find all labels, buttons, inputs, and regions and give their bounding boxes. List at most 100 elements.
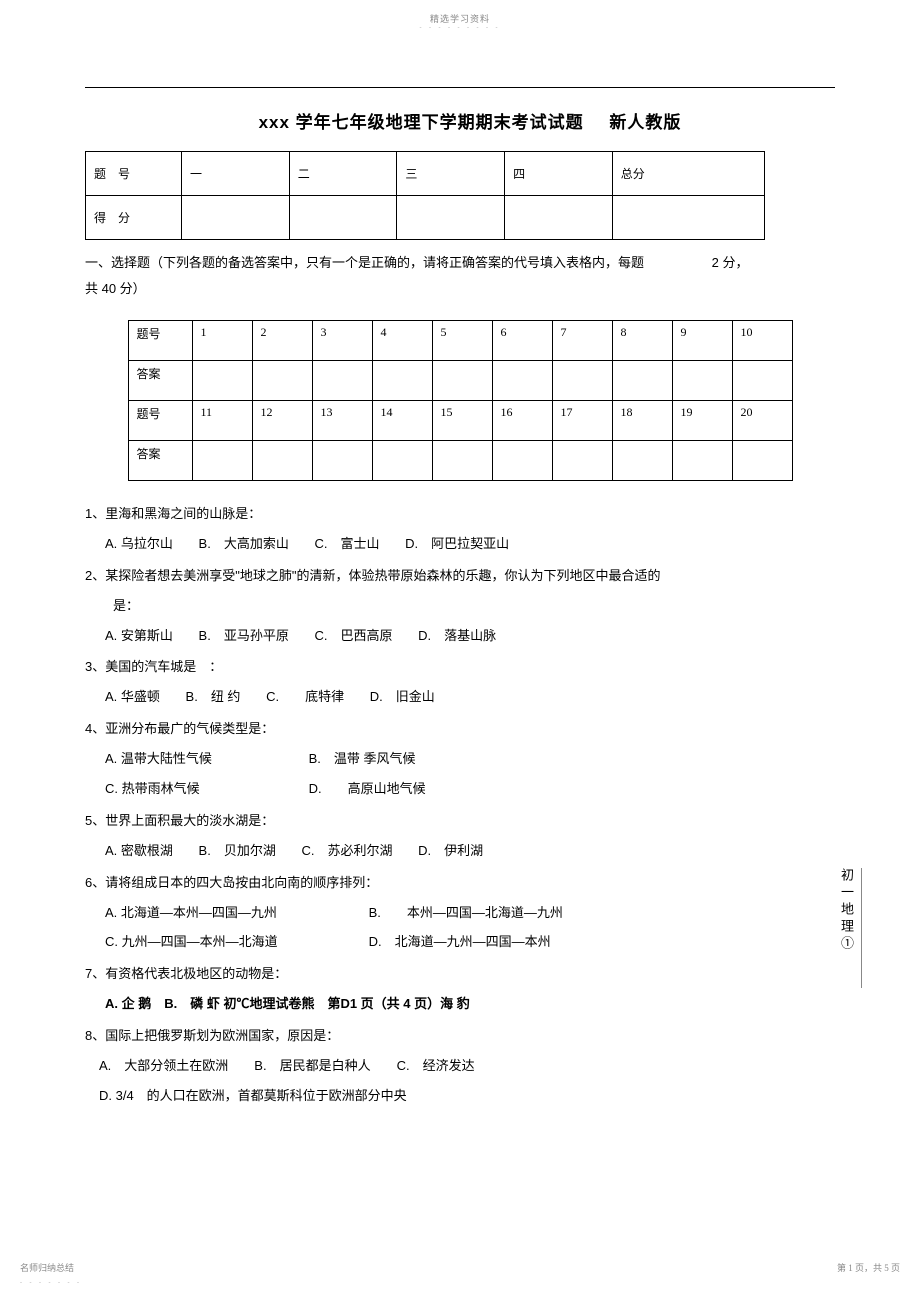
opt-c: C. 热带雨林气候 bbox=[105, 774, 305, 804]
opt-c: C. 巴西高原 bbox=[314, 621, 392, 651]
ans-cell bbox=[192, 361, 252, 401]
q8-line1: A. 大部分领土在欧洲 B. 居民都是白种人 C. 经济发达 bbox=[85, 1051, 835, 1081]
opt-b: B. 亚马孙平原 bbox=[199, 621, 289, 651]
ans-cell bbox=[612, 441, 672, 481]
opt-b: B. 纽 约 bbox=[186, 682, 241, 712]
question-5: 5、世界上面积最大的淡水湖是： A. 密歇根湖 B. 贝加尔湖 C. 苏必利尔湖… bbox=[85, 806, 835, 866]
footer-right: 第 1 页，共 5 页 bbox=[837, 1261, 900, 1274]
opt-d: D. 高原山地气候 bbox=[309, 774, 509, 804]
ans-num: 15 bbox=[432, 401, 492, 441]
opt-a: A. 北海道—本州—四国—九州 bbox=[105, 898, 365, 928]
q-text: 有资格代表北极地区的动物是： bbox=[105, 966, 287, 981]
page-content: xxx 学年七年级地理下学期期末考试试题 新人教版 题号 一 二 三 四 总分 … bbox=[0, 31, 920, 1111]
ans-label-a: 答案 bbox=[128, 361, 192, 401]
intro-text-b: 2 分， bbox=[712, 255, 749, 270]
ans-num: 20 bbox=[732, 401, 792, 441]
table-row: 答案 bbox=[128, 441, 792, 481]
score-col: 三 bbox=[397, 152, 505, 196]
opt-c: C. 苏必利尔湖 bbox=[301, 836, 392, 866]
ans-label-a: 答案 bbox=[128, 441, 192, 481]
q-num: 3、 bbox=[85, 659, 105, 674]
q-num: 7、 bbox=[85, 966, 105, 981]
ans-num: 4 bbox=[372, 321, 432, 361]
question-6: 6、请将组成日本的四大岛按由北向南的顺序排列： A. 北海道—本州—四国—九州 … bbox=[85, 868, 835, 958]
score-col: 一 bbox=[182, 152, 290, 196]
q-num: 2、 bbox=[85, 568, 105, 583]
opt-d: D. 旧金山 bbox=[370, 682, 435, 712]
ans-num: 8 bbox=[612, 321, 672, 361]
ans-cell bbox=[252, 361, 312, 401]
q-text: 国际上把俄罗斯划为欧洲国家，原因是： bbox=[105, 1028, 339, 1043]
opt-b: B. 温带 季风气候 bbox=[309, 744, 509, 774]
table-row: 答案 bbox=[128, 361, 792, 401]
question-3: 3、美国的汽车城是 ： A. 华盛顿 B. 纽 约 C. 底特律 D. 旧金山 bbox=[85, 652, 835, 712]
ans-num: 3 bbox=[312, 321, 372, 361]
ans-num: 5 bbox=[432, 321, 492, 361]
table-row: 题号 1 2 3 4 5 6 7 8 9 10 bbox=[128, 321, 792, 361]
opt-c: C. 九州—四国—本州—北海道 bbox=[105, 927, 365, 957]
side-note: 初一地理① bbox=[833, 868, 862, 988]
score-cell bbox=[612, 196, 764, 240]
opt-b: B. 本州—四国—北海道—九州 bbox=[369, 898, 629, 928]
question-2: 2、某探险者想去美洲享受"地球之肺"的清新，体验热带原始森林的乐趣，你认为下列地… bbox=[85, 561, 835, 651]
top-divider bbox=[85, 87, 835, 88]
opt-a: A. 安第斯山 bbox=[105, 621, 173, 651]
opt-c: C. 底特律 bbox=[266, 682, 344, 712]
ans-num: 16 bbox=[492, 401, 552, 441]
ans-cell bbox=[432, 441, 492, 481]
ans-num: 11 bbox=[192, 401, 252, 441]
question-4: 4、亚洲分布最广的气候类型是： A. 温带大陆性气候 B. 温带 季风气候 C.… bbox=[85, 714, 835, 804]
ans-cell bbox=[492, 441, 552, 481]
q-text: 亚洲分布最广的气候类型是： bbox=[105, 721, 274, 736]
ans-num: 17 bbox=[552, 401, 612, 441]
q-num: 1、 bbox=[85, 506, 105, 521]
ans-num: 13 bbox=[312, 401, 372, 441]
q-text: 某探险者想去美洲享受"地球之肺"的清新，体验热带原始森林的乐趣，你认为下列地区中… bbox=[105, 568, 660, 583]
opt-b: B. 大高加索山 bbox=[199, 529, 289, 559]
ans-cell bbox=[372, 361, 432, 401]
ans-num: 1 bbox=[192, 321, 252, 361]
opt-c: C. 富士山 bbox=[314, 529, 379, 559]
ans-cell bbox=[312, 361, 372, 401]
q-num: 6、 bbox=[85, 875, 105, 890]
header-label: 精选学习资料 bbox=[0, 0, 920, 25]
table-row: 题号 11 12 13 14 15 16 17 18 19 20 bbox=[128, 401, 792, 441]
score-table: 题号 一 二 三 四 总分 得分 bbox=[85, 151, 765, 240]
questions-block: 1、里海和黑海之间的山脉是： A. 乌拉尔山 B. 大高加索山 C. 富士山 D… bbox=[85, 499, 835, 1111]
ans-cell bbox=[492, 361, 552, 401]
ans-num: 2 bbox=[252, 321, 312, 361]
ans-cell bbox=[312, 441, 372, 481]
ans-label-q: 题号 bbox=[128, 321, 192, 361]
ans-num: 7 bbox=[552, 321, 612, 361]
opt-a: A. 温带大陆性气候 bbox=[105, 744, 305, 774]
opt-d: D. 阿巴拉契亚山 bbox=[405, 529, 509, 559]
table-row: 题号 一 二 三 四 总分 bbox=[86, 152, 765, 196]
ans-num: 18 bbox=[612, 401, 672, 441]
question-8: 8、国际上把俄罗斯划为欧洲国家，原因是： A. 大部分领土在欧洲 B. 居民都是… bbox=[85, 1021, 835, 1111]
title-main: xxx 学年七年级地理下学期期末考试试题 bbox=[259, 113, 584, 132]
section-intro: 一、选择题（下列各题的备选答案中，只有一个是正确的，请将正确答案的代号填入表格内… bbox=[85, 250, 835, 302]
q-num: 4、 bbox=[85, 721, 105, 736]
opt-d: D. 伊利湖 bbox=[418, 836, 483, 866]
ans-num: 19 bbox=[672, 401, 732, 441]
q-text: 请将组成日本的四大岛按由北向南的顺序排列： bbox=[105, 875, 378, 890]
opt-a: A. 密歇根湖 bbox=[105, 836, 173, 866]
ans-cell bbox=[672, 361, 732, 401]
footer-dots: - - - - - - - bbox=[20, 1280, 82, 1286]
ans-cell bbox=[612, 361, 672, 401]
answer-table: 题号 1 2 3 4 5 6 7 8 9 10 答案 题号 11 12 13 1… bbox=[128, 320, 793, 481]
q8-line2: D. 3/4 的人口在欧洲，首都莫斯科位于欧洲部分中央 bbox=[85, 1081, 835, 1111]
footer-left: 名师归纳总结 bbox=[20, 1261, 74, 1274]
score-col: 二 bbox=[289, 152, 397, 196]
score-col: 总分 bbox=[612, 152, 764, 196]
q-text: 里海和黑海之间的山脉是： bbox=[105, 506, 261, 521]
ans-num: 10 bbox=[732, 321, 792, 361]
opt-a: A. 华盛顿 bbox=[105, 682, 160, 712]
intro-line2: 共 40 分） bbox=[85, 281, 146, 296]
opt-d: D. 落基山脉 bbox=[418, 621, 496, 651]
ans-cell bbox=[732, 361, 792, 401]
ans-num: 9 bbox=[672, 321, 732, 361]
opt-b: B. 贝加尔湖 bbox=[199, 836, 276, 866]
ans-cell bbox=[732, 441, 792, 481]
q-text: 美国的汽车城是 ： bbox=[105, 659, 222, 674]
